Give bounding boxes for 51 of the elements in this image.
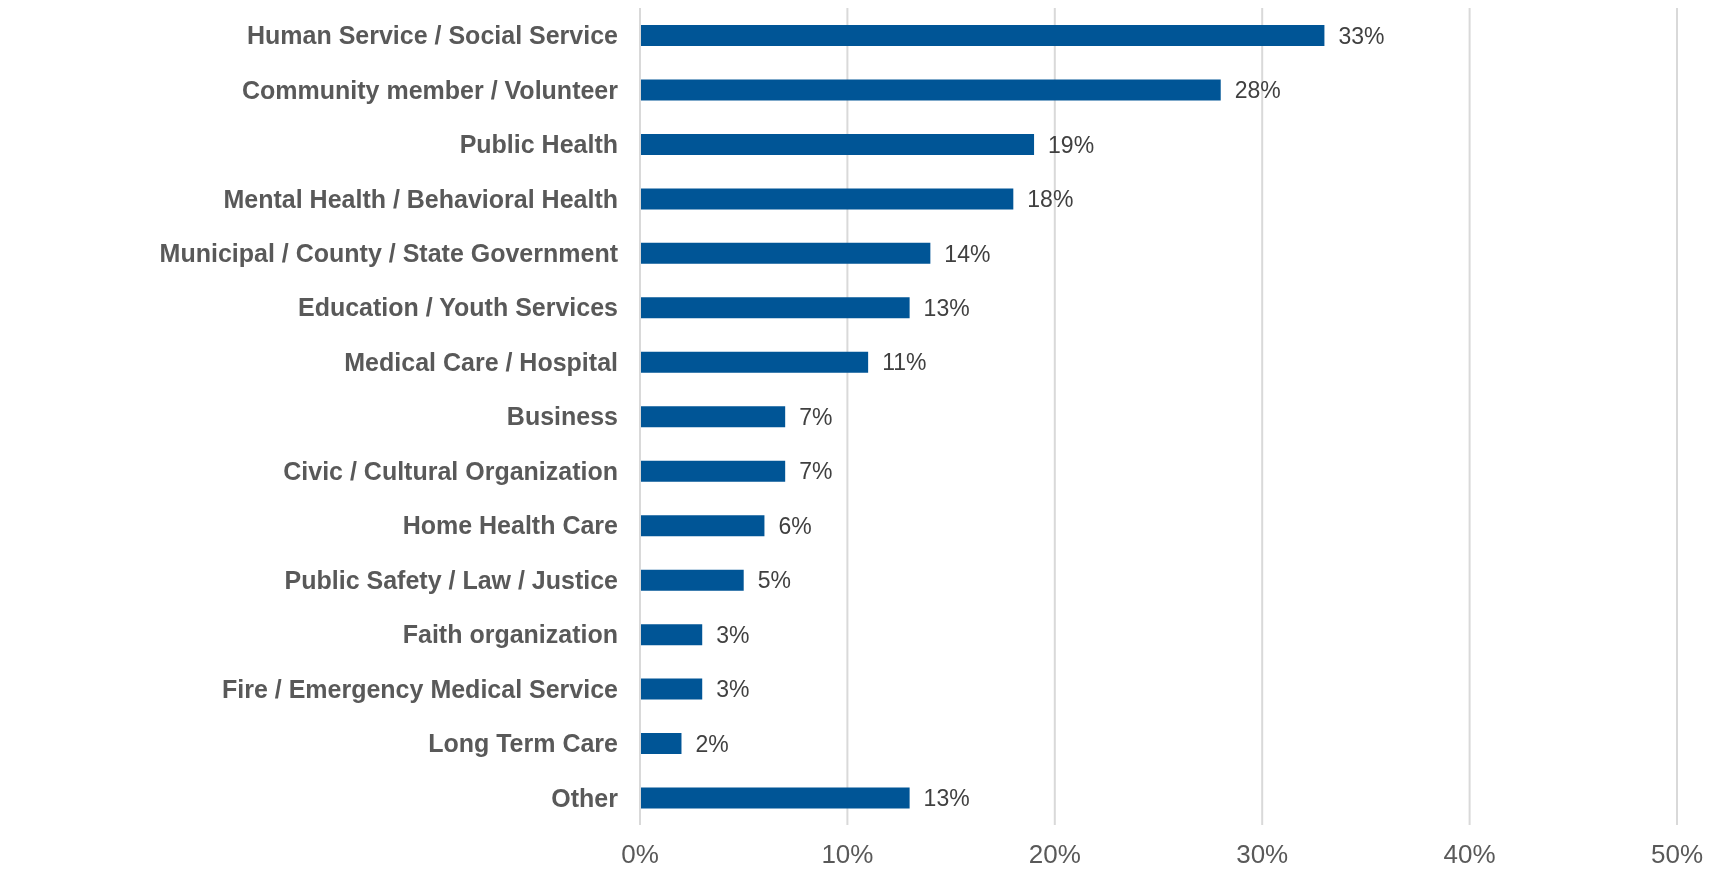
data-label: 3% [716, 676, 750, 703]
bar [640, 624, 703, 646]
y-tick-label: Medical Care / Hospital [344, 347, 618, 376]
data-label: 5% [757, 567, 791, 594]
x-tick-label: 40% [1443, 839, 1496, 870]
x-tick-label: 0% [621, 839, 659, 870]
bar [640, 678, 703, 700]
x-tick-label: 20% [1028, 839, 1081, 870]
y-tick-label: Home Health Care [402, 511, 619, 540]
data-label: 2% [695, 730, 729, 757]
bar [640, 133, 1035, 155]
data-label: 6% [778, 512, 812, 539]
x-tick-label: 50% [1650, 839, 1704, 870]
bar [640, 242, 931, 264]
bar [640, 569, 744, 591]
data-label: 13% [923, 785, 970, 812]
bar [640, 406, 786, 428]
data-label: 7% [799, 458, 833, 485]
bar [640, 733, 682, 755]
y-tick-label: Public Health [459, 130, 618, 159]
y-tick-label: Faith organization [402, 620, 618, 649]
bar [640, 79, 1221, 101]
y-tick-label: Long Term Care [428, 729, 619, 758]
data-label: 19% [1048, 131, 1095, 158]
y-tick-label: Other [551, 783, 619, 812]
data-label: 7% [799, 403, 833, 430]
y-tick-label: Public Safety / Law / Justice [284, 565, 619, 594]
bar [640, 515, 765, 537]
bar [640, 460, 786, 482]
y-tick-label: Municipal / County / State Government [159, 238, 619, 267]
y-tick-label: Human Service / Social Service [246, 21, 619, 50]
bar [640, 351, 869, 373]
y-tick-label: Mental Health / Behavioral Health [223, 184, 618, 213]
y-tick-label: Community member / Volunteer [242, 75, 619, 104]
data-label: 3% [716, 621, 750, 648]
data-label: 11% [882, 349, 927, 376]
data-label: 28% [1234, 77, 1281, 104]
bar [640, 297, 910, 319]
y-tick-label: Business [506, 402, 618, 431]
data-label: 18% [1027, 186, 1074, 213]
bar [640, 188, 1014, 210]
data-label: 13% [923, 295, 970, 321]
data-label: 14% [944, 240, 991, 267]
bar [640, 25, 1325, 46]
bar [640, 787, 910, 809]
data-label: 33% [1338, 22, 1385, 49]
y-tick-label: Fire / Emergency Medical Service [221, 674, 619, 703]
x-tick-label: 30% [1236, 839, 1289, 870]
y-tick-label: Civic / Cultural Organization [283, 456, 618, 485]
x-tick-label: 10% [821, 839, 874, 870]
y-tick-label: Education / Youth Services [298, 293, 618, 322]
